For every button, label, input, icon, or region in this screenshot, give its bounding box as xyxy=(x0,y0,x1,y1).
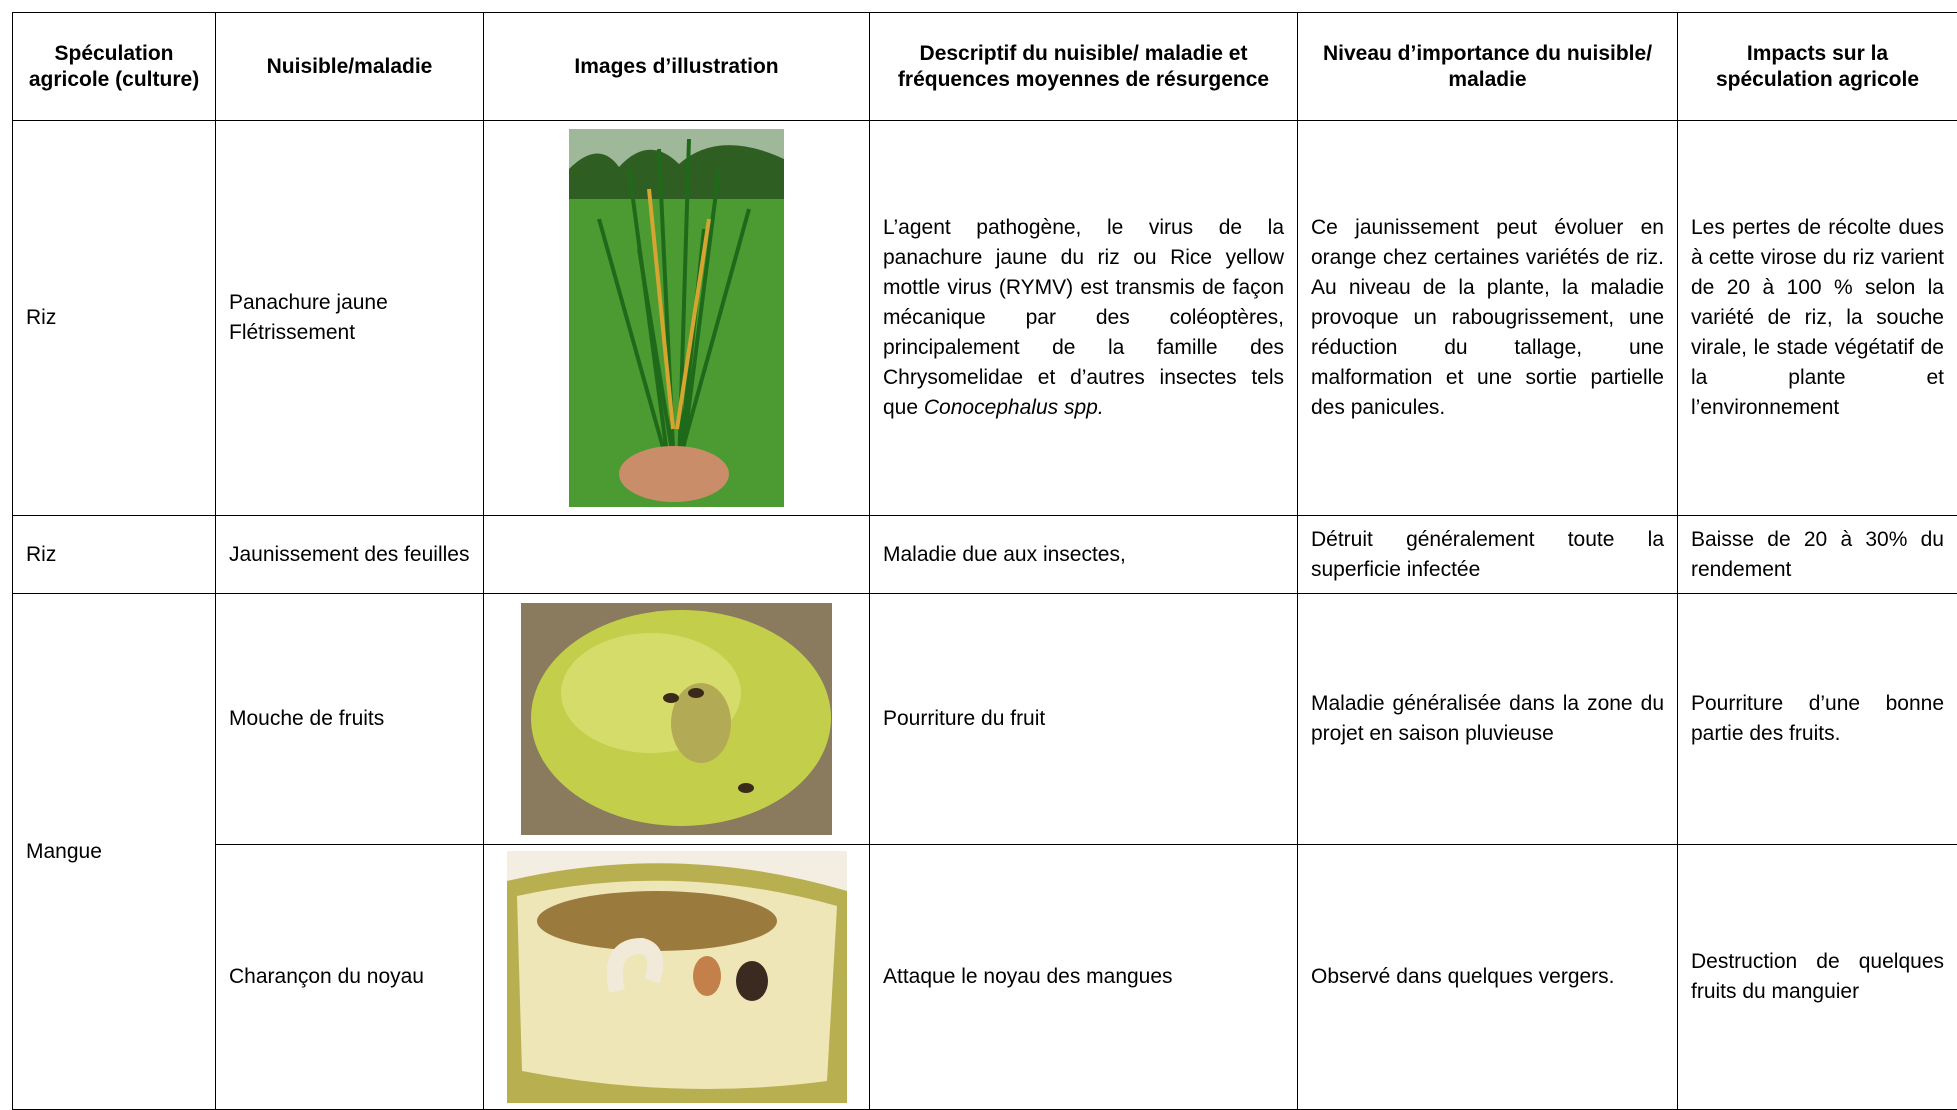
description: Pourriture du fruit xyxy=(870,594,1298,845)
pest-name: Jaunissement des feuilles xyxy=(229,540,470,570)
header-cell: Descriptif du nuisible/ maladie et fréqu… xyxy=(870,13,1298,121)
crop: Mangue xyxy=(13,594,216,1110)
header-cell: Niveau d’importance du nuisible/ maladie xyxy=(1298,13,1678,121)
impacts: Baisse de 20 à 30% du rendement xyxy=(1678,516,1957,594)
description-text: Pourriture du fruit xyxy=(883,707,1045,730)
header-cell: Impacts sur la spéculation agricole xyxy=(1678,13,1957,121)
description: Maladie due aux insectes, xyxy=(870,516,1298,594)
row: Riz Jaunissement des feuilles Maladie du… xyxy=(13,516,1957,594)
importance: Maladie généralisée dans la zone du proj… xyxy=(1298,594,1678,845)
description-species: Conocephalus spp. xyxy=(924,396,1104,419)
crop: Riz xyxy=(13,121,216,516)
description: L’agent pathogène, le virus de la panach… xyxy=(870,121,1298,516)
mango-seed-illustration xyxy=(507,851,847,1103)
description-text: Attaque le noyau des mangues xyxy=(883,965,1173,988)
pest-name: Flétrissement xyxy=(229,318,470,348)
mango-illustration xyxy=(521,603,832,835)
header-cell: Nuisible/maladie xyxy=(216,13,484,121)
header-cell: Spéculation agricole (culture) xyxy=(13,13,216,121)
row: Mangue Mouche de fruits Pourriture du fr… xyxy=(13,594,1957,845)
pest: Mouche de fruits xyxy=(216,594,484,845)
crop: Riz xyxy=(13,516,216,594)
pest: Charançon du noyau xyxy=(216,845,484,1110)
image-cell xyxy=(484,845,870,1110)
pest-table: Spéculation agricole (culture) Nuisible/… xyxy=(12,12,1957,1110)
importance: Observé dans quelques vergers. xyxy=(1298,845,1678,1110)
row: Charançon du noyau Attaque le noyau des … xyxy=(13,845,1957,1110)
impacts: Destruction de quelques fruits du mangui… xyxy=(1678,845,1957,1110)
pest-name: Panachure jaune xyxy=(229,288,470,318)
pest: Jaunissement des feuilles xyxy=(216,516,484,594)
pest-name: Mouche de fruits xyxy=(229,704,470,734)
image-cell xyxy=(484,516,870,594)
header-row: Spéculation agricole (culture) Nuisible/… xyxy=(13,13,1957,121)
description-text: Maladie due aux insectes, xyxy=(883,543,1126,566)
image-cell xyxy=(484,594,870,845)
impacts: Pourriture d’une bonne partie des fruits… xyxy=(1678,594,1957,845)
importance: Ce jaunissement peut évoluer en orange c… xyxy=(1298,121,1678,516)
importance: Détruit généralement toute la superficie… xyxy=(1298,516,1678,594)
image-cell xyxy=(484,121,870,516)
header-cell: Images d’illustration xyxy=(484,13,870,121)
pest-name: Charançon du noyau xyxy=(229,962,470,992)
rice-illustration xyxy=(569,129,784,507)
description-text: L’agent pathogène, le virus de la panach… xyxy=(883,216,1284,419)
description: Attaque le noyau des mangues xyxy=(870,845,1298,1110)
impacts: Les pertes de récolte dues à cette viros… xyxy=(1678,121,1957,516)
